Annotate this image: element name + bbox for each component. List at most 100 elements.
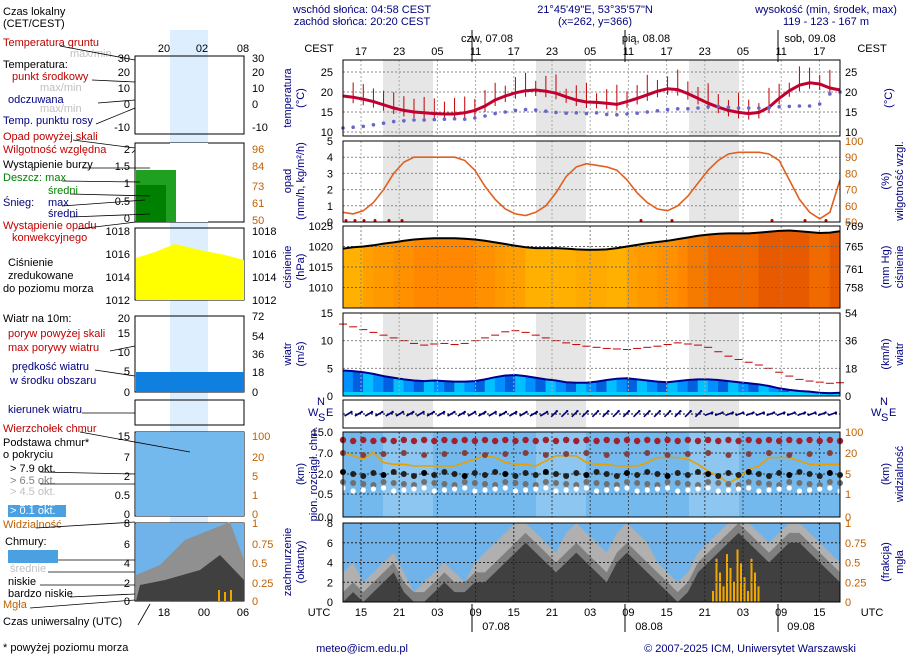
legend-pointer — [137, 603, 151, 626]
legend-pointer — [69, 213, 151, 218]
cloud-base-dot-dense — [674, 470, 681, 476]
wind-arrow — [653, 410, 661, 418]
wind-arrow-head — [627, 409, 631, 413]
cloud-top-dot — [775, 437, 783, 445]
cloud-top-dot — [491, 437, 499, 445]
axis-title-5: (%) — [880, 172, 892, 189]
cloud-top-dot — [674, 437, 681, 445]
axis-title-12: (m/s) — [295, 341, 307, 366]
axis-title-7: ciśnienie — [282, 246, 294, 289]
wind-tick-left: 0 — [327, 391, 333, 403]
cloud-base-dot-dense — [482, 472, 488, 478]
legend-label-45: * powyżej poziomu morza — [3, 642, 129, 654]
pressure-area — [525, 247, 536, 309]
legend-label-2: Temperatura gruntu — [3, 37, 99, 49]
cloud-base-dot — [603, 452, 610, 458]
legend-label-17: średni — [48, 208, 78, 220]
pressure-area — [616, 246, 628, 309]
cloud-base-dot-low — [360, 487, 366, 493]
fog-tick-right: 1 — [845, 518, 851, 530]
temp-tick-right: 10 — [845, 127, 857, 139]
dew-point-dot — [361, 124, 366, 129]
dew-point-dot — [442, 117, 447, 121]
cloud-base-dot-mid — [593, 480, 600, 486]
wind-arrow — [725, 411, 734, 417]
legend-label-27: w środku obszaru — [9, 375, 96, 387]
cloud-base-dot-dense — [745, 469, 752, 475]
legend-tick-right: 1 — [252, 518, 258, 530]
pressure-area — [484, 240, 496, 309]
legend-pointer — [94, 369, 136, 377]
cloud-top-dot — [715, 437, 722, 445]
cloud-top-dot — [451, 437, 458, 445]
cloud-base-dot-low — [502, 485, 508, 491]
conv-precip-dot — [387, 219, 391, 222]
visibility-line — [342, 451, 840, 484]
legend-cover-low — [136, 555, 244, 601]
legend-tick-left: 10 — [118, 83, 130, 95]
cloud-tick-left: 15.0 — [312, 427, 333, 439]
cloud-base-dot-low — [654, 486, 661, 492]
pres-tick-left: 1025 — [309, 221, 333, 233]
cloud-base-dot-dense — [634, 472, 641, 478]
hour-bottom-3: 09 — [469, 607, 481, 619]
cloud-base-dot — [360, 452, 367, 458]
cloud-tick-left: 2.0 — [318, 469, 333, 481]
cloud-top-dot — [786, 436, 793, 444]
legend-tick-right: 61 — [252, 198, 264, 210]
cloud-base-dot-mid — [461, 479, 468, 485]
wind-arrow — [581, 410, 589, 418]
legend-pointer — [59, 45, 136, 61]
legend-frame-4 — [134, 399, 245, 426]
cloud-base-dot-low — [391, 488, 397, 494]
cloud-base-dot-dense — [796, 469, 803, 475]
cloud-base-dot-dense — [684, 472, 691, 478]
legend-tick-left: 6 — [124, 539, 130, 551]
wind-tick-left: 15 — [321, 308, 333, 320]
pressure-area — [535, 247, 547, 309]
axis-title-20: (oktanty) — [295, 541, 307, 584]
dew-point-dot — [503, 110, 508, 114]
humidity-line — [342, 151, 841, 220]
wind-arrow-head — [422, 410, 425, 414]
cloud-base-dot-low — [664, 485, 671, 491]
prec-tick-left: 4 — [327, 152, 333, 164]
cloud-top-dot — [664, 436, 671, 444]
wind-arrow-head — [515, 410, 518, 414]
pressure-area — [454, 238, 465, 309]
hour-bottom-1: 21 — [393, 607, 405, 619]
cloud-base-dot-mid — [796, 480, 803, 486]
legend-tick-left: 1016 — [106, 249, 130, 261]
wind-arrow — [508, 411, 517, 417]
wind-arrow — [519, 411, 527, 417]
wind-arrow-head — [370, 410, 374, 414]
cloud-base-dot-low — [522, 487, 529, 493]
axis-title-22: mgła — [894, 549, 906, 574]
legend-label-34: > 4.5 okt. — [10, 486, 56, 498]
cloud-top-dot — [360, 436, 367, 444]
cloud-base-dot-low — [563, 487, 569, 493]
cloud-base-dot-mid — [806, 481, 813, 487]
legend-label-43: Mgła — [3, 599, 28, 611]
legend-tick-right: 5 — [252, 471, 258, 483]
pressure-area — [718, 233, 729, 309]
legend-label-11: Wilgotność względna — [3, 144, 107, 156]
compass-letter: S — [318, 412, 325, 424]
wind-arrow — [612, 410, 620, 418]
wind-arrow-head — [504, 410, 508, 414]
dew-point-dot — [422, 118, 426, 122]
legend-tick-left: 10 — [118, 347, 130, 359]
pressure-area — [728, 233, 739, 309]
wind-arrow-head — [494, 410, 497, 414]
hour-bottom-10: 03 — [737, 607, 749, 619]
legend-pointer — [72, 139, 136, 149]
legend-tick-right: 18 — [252, 367, 264, 379]
cloud-base-dot-low — [675, 488, 681, 494]
hour-bottom-11: 09 — [775, 607, 787, 619]
cloud-base-dot-dense — [542, 469, 549, 475]
wind-arrow-head — [586, 409, 589, 413]
legend-tick-right: 36 — [252, 349, 264, 361]
hour-top-8: 17 — [660, 46, 672, 58]
dew-point-dot — [473, 116, 477, 120]
temp-tick-left: 10 — [321, 127, 333, 139]
